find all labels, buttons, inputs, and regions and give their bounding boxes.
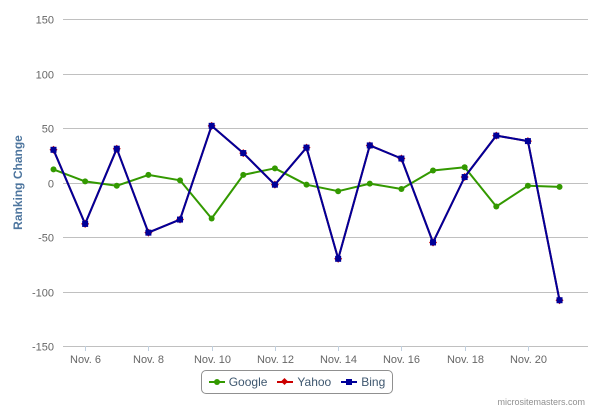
data-point — [113, 182, 120, 189]
credit-text[interactable]: micrositemasters.com — [497, 397, 585, 407]
data-point — [430, 167, 437, 174]
data-point — [461, 174, 468, 181]
data-point — [524, 182, 531, 189]
data-point — [240, 171, 247, 178]
legend-label: Google — [228, 375, 268, 389]
legend-label: Yahoo — [297, 375, 332, 389]
data-point — [271, 165, 278, 172]
data-point — [82, 178, 89, 185]
data-point — [113, 145, 120, 152]
x-tick-label: Nov. 20 — [510, 354, 547, 366]
data-point — [145, 229, 152, 236]
y-tick-label: 50 — [42, 124, 54, 136]
data-point — [208, 215, 215, 222]
x-tick-label: Nov. 18 — [447, 354, 484, 366]
legend-label: Bing — [361, 375, 386, 389]
y-tick-label: 150 — [36, 15, 54, 27]
data-point — [366, 142, 373, 149]
y-tick-label: -100 — [32, 288, 54, 300]
legend: Google Yahoo Bing — [201, 370, 393, 394]
legend-item-yahoo[interactable]: Yahoo — [277, 375, 331, 389]
series-line — [52, 124, 561, 301]
data-point — [556, 297, 563, 304]
data-point — [335, 255, 342, 262]
data-point — [366, 180, 373, 187]
data-point — [50, 146, 57, 153]
x-tick-label: Nov. 10 — [194, 354, 231, 366]
legend-swatch-icon — [277, 377, 294, 386]
y-tick-label: 100 — [36, 70, 54, 82]
x-tick-label: Nov. 16 — [383, 354, 420, 366]
data-point — [82, 220, 89, 227]
series-bing — [50, 122, 563, 304]
data-point — [240, 150, 247, 157]
data-point — [177, 216, 184, 223]
legend-item-google[interactable]: Google — [208, 375, 268, 389]
data-point — [303, 144, 310, 151]
data-point — [556, 183, 563, 190]
y-tick-label: -150 — [32, 342, 54, 354]
data-point — [398, 155, 405, 162]
data-point — [50, 166, 57, 173]
data-point — [493, 132, 500, 139]
data-point — [271, 181, 278, 188]
data-point — [208, 122, 215, 129]
x-tick-label: Nov. 6 — [70, 354, 101, 366]
data-point — [524, 138, 531, 145]
legend-swatch-icon — [208, 378, 225, 386]
data-point — [398, 186, 405, 193]
data-point — [493, 203, 500, 210]
x-tick-label: Nov. 8 — [133, 354, 164, 366]
data-point — [430, 239, 437, 246]
series-google — [50, 164, 563, 222]
x-tick-label: Nov. 14 — [320, 354, 357, 366]
legend-swatch-icon — [341, 378, 358, 386]
y-axis-title: Ranking Change — [11, 135, 25, 230]
data-point — [335, 188, 342, 195]
y-tick-label: 0 — [48, 179, 54, 191]
legend-item-bing[interactable]: Bing — [341, 375, 385, 389]
data-point — [145, 171, 152, 178]
y-tick-label: -50 — [38, 233, 54, 245]
data-point — [461, 164, 468, 171]
data-point — [303, 181, 310, 188]
x-tick-label: Nov. 12 — [257, 354, 294, 366]
series-line — [53, 166, 560, 220]
data-point — [177, 177, 184, 184]
